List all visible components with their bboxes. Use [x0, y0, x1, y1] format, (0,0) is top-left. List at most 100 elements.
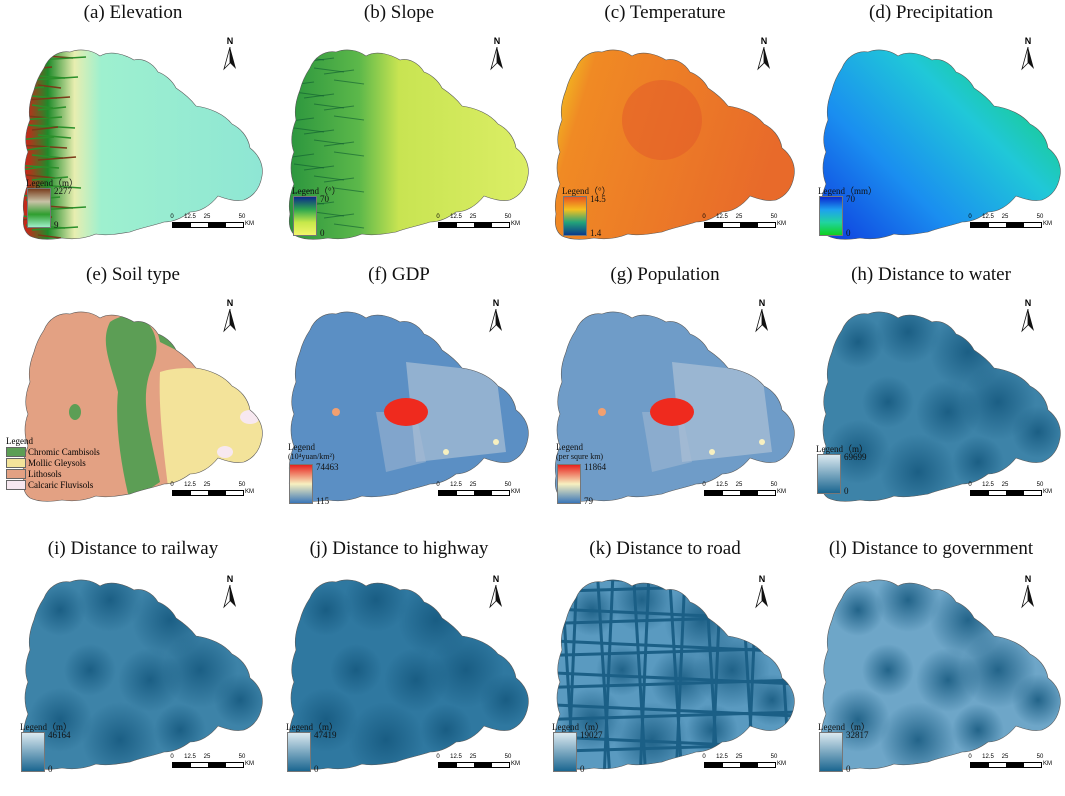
north-label: N	[226, 36, 234, 46]
scale-unit: KM	[777, 761, 786, 767]
scale-label: 25	[469, 754, 477, 760]
study-area-map	[288, 49, 529, 240]
north-arrow-icon: N	[220, 574, 240, 612]
scale-unit: KM	[245, 761, 254, 767]
soil-class-name: Lithosols	[28, 468, 62, 479]
scale-bar: 0 12.5 25 50 KM	[170, 214, 270, 230]
study-area-map	[288, 311, 529, 502]
legend-title: Legend（m）	[818, 722, 870, 732]
scale-unit: KM	[777, 221, 786, 227]
map-raster	[289, 579, 529, 770]
scale-label: 0	[436, 214, 440, 220]
legend-max: 32817	[846, 730, 869, 740]
scale-bar: 0 12.5 25 50 KM	[170, 482, 270, 498]
north-label: N	[1024, 36, 1032, 46]
color-ramp	[563, 196, 587, 236]
legend-min: 79	[584, 496, 593, 506]
panel-title: (j) Distance to highway	[309, 538, 489, 559]
panel-title: (b) Slope	[363, 2, 435, 23]
legend-title: Legend	[288, 442, 315, 452]
scale-label: 12.5	[716, 754, 728, 760]
north-arrow-icon: N	[1018, 36, 1038, 74]
legend-title: Legend（m）	[20, 722, 72, 732]
color-ramp	[819, 196, 843, 236]
map-panel-e: (e) Soil type N 0 12.5 25 50 KM	[0, 262, 266, 527]
north-label: N	[1024, 298, 1032, 308]
legend-min: 115	[316, 496, 330, 506]
scale-bar: 0 12.5 25 50 KM	[170, 754, 270, 770]
soil-legend-item: Mollic Gleysols	[6, 457, 100, 468]
north-label: N	[226, 298, 234, 308]
legend-min: 0	[314, 764, 319, 774]
panel-title: (d) Precipitation	[869, 2, 993, 23]
scale-unit: KM	[245, 221, 254, 227]
scale-label: 0	[170, 214, 174, 220]
scale-label: 12.5	[716, 214, 728, 220]
study-area-map	[820, 311, 1061, 502]
north-arrow-icon: N	[487, 36, 507, 74]
scale-bar: 0 12.5 25 50 KM	[436, 482, 536, 498]
scale-bar: 0 12.5 25 50 KM	[436, 214, 536, 230]
study-area-map	[820, 579, 1061, 770]
north-arrow-icon: N	[1018, 574, 1038, 612]
scale-label: 0	[436, 482, 440, 488]
legend-min: 1.4	[590, 228, 602, 238]
soil-legend: Legend Chromic Cambisols Mollic Gleysols Li…	[6, 436, 100, 490]
scale-label: 25	[735, 482, 743, 488]
legend-min: 0	[580, 764, 585, 774]
legend-title: Legend（m）	[816, 444, 868, 454]
scale-label: 50	[770, 754, 778, 760]
panel-title: (g) Population	[610, 264, 720, 285]
legend-max: 11864	[584, 462, 607, 472]
scale-label: 12.5	[450, 482, 462, 488]
study-area-map	[820, 49, 1061, 240]
scale-bar: 0 12.5 25 50 KM	[436, 754, 536, 770]
soil-class-name: Calcaric Fluvisols	[28, 479, 94, 490]
color-ramp	[27, 188, 51, 228]
legend-title: Legend	[556, 442, 583, 452]
scale-bar: 0 12.5 25 50 KM	[968, 482, 1065, 498]
scale-label: 0	[702, 214, 706, 220]
map-panel-a: (a) Elevation N 0 12.5 25 50 KM Legend（m） 2277 9	[0, 0, 266, 265]
soil-legend-item: Chromic Cambisols	[6, 446, 100, 457]
panel-title: (f) GDP	[368, 264, 430, 285]
scale-bar: 0 12.5 25 50 KM	[702, 754, 802, 770]
scale-label: 0	[968, 754, 972, 760]
study-area-map	[22, 311, 263, 502]
map-panel-k: (k) Distance to road N 0 12.5 25 50 KM Legend（m…	[532, 530, 798, 795]
north-label: N	[493, 36, 501, 46]
scale-label: 12.5	[184, 482, 196, 488]
legend-min: 0	[48, 764, 53, 774]
legend-max: 2277	[54, 186, 72, 196]
scale-label: 25	[1001, 482, 1009, 488]
scale-label: 12.5	[982, 482, 994, 488]
soil-swatch	[6, 446, 26, 457]
scale-label: 25	[203, 214, 211, 220]
scale-label: 50	[1036, 754, 1044, 760]
legend-title: Legend（mm）	[818, 186, 877, 196]
scale-bar: 0 12.5 25 50 KM	[702, 214, 802, 230]
north-label: N	[758, 574, 766, 584]
legend-max: 19027	[580, 730, 603, 740]
soil-class-name: Mollic Gleysols	[28, 457, 86, 468]
legend-unit: (per squre km)	[556, 452, 604, 461]
soil-class-name: Chromic Cambisols	[28, 446, 100, 457]
map-panel-g: (g) Population N 0 12.5 25 50 KM Legend (per squ…	[532, 262, 798, 527]
north-arrow-icon: N	[754, 36, 774, 74]
scale-label: 25	[203, 482, 211, 488]
scale-label: 25	[203, 754, 211, 760]
study-area-map	[22, 49, 263, 240]
north-arrow-icon: N	[486, 298, 506, 336]
north-arrow-icon: N	[486, 574, 506, 612]
scale-unit: KM	[777, 489, 786, 495]
legend-max: 14.5	[590, 194, 606, 204]
scale-label: 12.5	[982, 214, 994, 220]
scale-label: 12.5	[982, 754, 994, 760]
north-arrow-icon: N	[752, 574, 772, 612]
map-panel-l: (l) Distance to government N 0 12.5 25 50 KM Le…	[798, 530, 1064, 795]
map-panel-i: (i) Distance to railway N 0 12.5 25 50 KM Legen…	[0, 530, 266, 795]
map-panel-h: (h) Distance to water N 0 12.5 25 50 KM Legend（…	[798, 262, 1064, 527]
north-label: N	[492, 298, 500, 308]
scale-label: 50	[504, 482, 512, 488]
scale-label: 50	[770, 214, 778, 220]
